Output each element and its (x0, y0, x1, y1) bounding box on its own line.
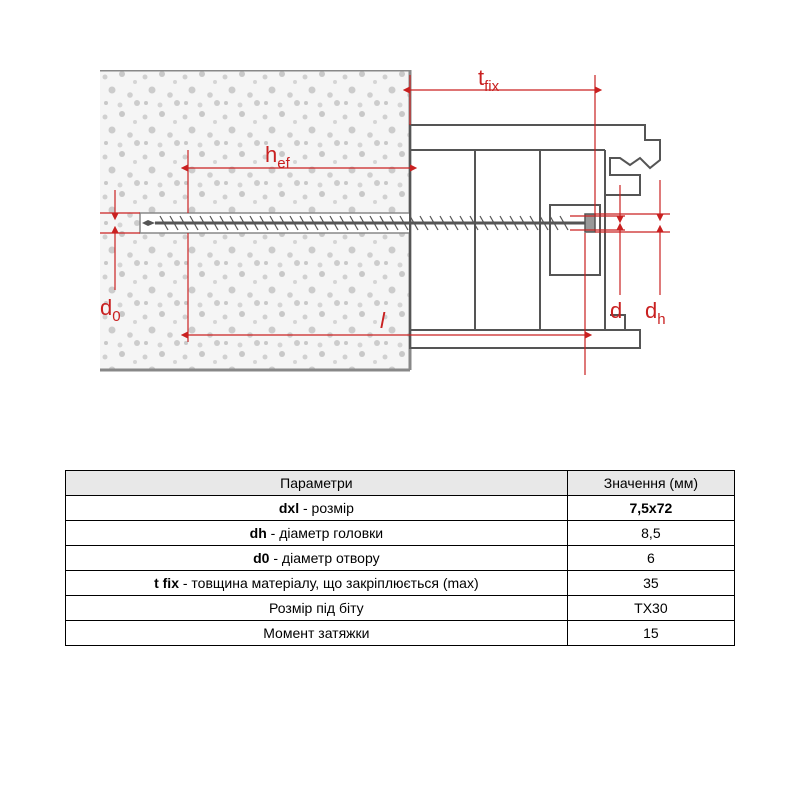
table-row: t fix - товщина матеріалу, що закріплюєт… (66, 571, 735, 596)
param-cell: d0 - діаметр отвору (66, 546, 568, 571)
value-cell: 15 (567, 621, 734, 646)
table-row: Розмір під бітуTX30 (66, 596, 735, 621)
value-cell: 8,5 (567, 521, 734, 546)
table-row: d0 - діаметр отвору6 (66, 546, 735, 571)
technical-diagram: tfix hef l d0 d dh (100, 70, 700, 370)
table-row: Момент затяжки15 (66, 621, 735, 646)
window-profile (410, 125, 660, 348)
table-row: dh - діаметр головки8,5 (66, 521, 735, 546)
param-cell: Момент затяжки (66, 621, 568, 646)
param-cell: dh - діаметр головки (66, 521, 568, 546)
col-header-value: Значення (мм) (567, 471, 734, 496)
value-cell: TX30 (567, 596, 734, 621)
value-cell: 6 (567, 546, 734, 571)
col-header-param: Параметри (66, 471, 568, 496)
label-tfix: tfix (478, 70, 500, 95)
table-row: dxl - розмір7,5х72 (66, 496, 735, 521)
param-cell: t fix - товщина матеріалу, що закріплюєт… (66, 571, 568, 596)
value-cell: 35 (567, 571, 734, 596)
param-cell: dxl - розмір (66, 496, 568, 521)
table-header-row: Параметри Значення (мм) (66, 471, 735, 496)
label-dh: dh (645, 298, 666, 328)
param-cell: Розмір під біту (66, 596, 568, 621)
label-d: d (610, 298, 622, 323)
parameters-table: Параметри Значення (мм) dxl - розмір7,5х… (65, 470, 735, 646)
value-cell: 7,5х72 (567, 496, 734, 521)
